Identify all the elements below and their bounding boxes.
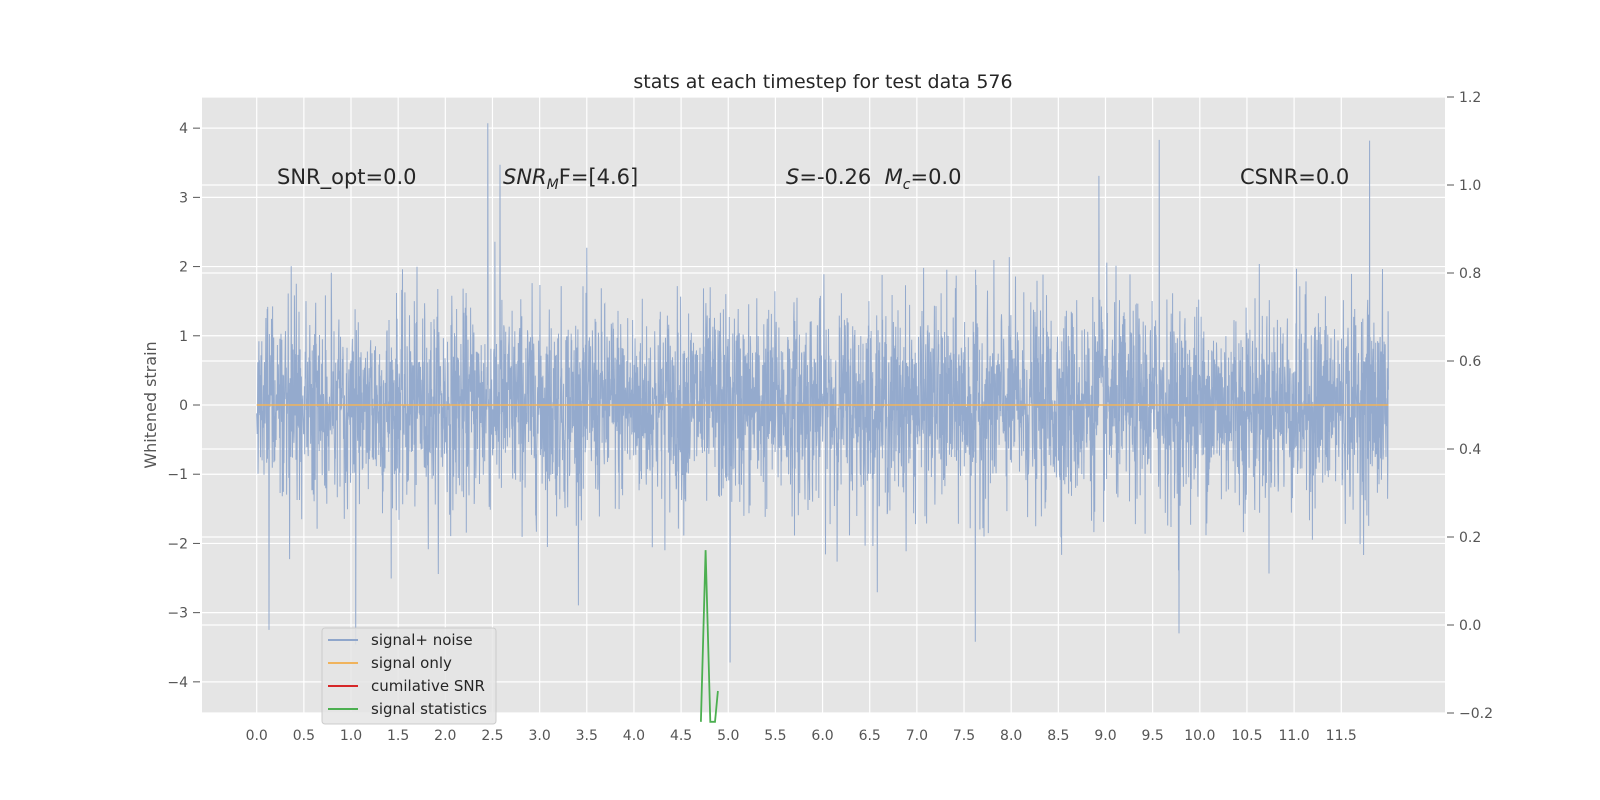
- y-tick-label: 4: [179, 121, 188, 137]
- y-tick-label: −2: [167, 536, 188, 552]
- x-tick-label: 4.5: [670, 728, 692, 744]
- y-tick-label: 3: [179, 190, 188, 206]
- y-tick-label: −1: [167, 467, 188, 483]
- legend-box: [321, 627, 497, 725]
- series-signal-statistics-line: [700, 550, 719, 723]
- y2-tick-label: 0.6: [1459, 354, 1481, 370]
- y-tick-label: 0: [179, 398, 188, 414]
- x-tick-label: 1.0: [340, 728, 362, 744]
- x-tick-label: 11.5: [1326, 728, 1357, 744]
- x-tick-label: 8.0: [1000, 728, 1022, 744]
- annotation-mc-rest: =0.0: [910, 165, 961, 189]
- x-tick-label: 5.0: [717, 728, 739, 744]
- x-tick-label: 0.5: [293, 728, 315, 744]
- annotation-s-mc: S=-0.26 Mc=0.0: [786, 165, 961, 193]
- y2-axis-ticks: 1.2 1.0 0.8 0.6 0.4 0.2 0.0 −0.2: [1447, 90, 1493, 722]
- x-tick-label: 0.0: [246, 728, 268, 744]
- y-tick-label: −4: [167, 675, 188, 691]
- x-tick-label: 11.0: [1279, 728, 1310, 744]
- x-tick-label: 4.0: [623, 728, 645, 744]
- x-tick-label: 3.0: [528, 728, 550, 744]
- series-layer: [256, 404, 1389, 723]
- y-tick-label: 1: [179, 329, 188, 345]
- x-tick-label: 7.5: [953, 728, 975, 744]
- y-axis-ticks: 4 3 2 1 0 −1 −2 −3 −4: [167, 121, 200, 691]
- x-tick-label: 10.0: [1184, 728, 1215, 744]
- x-tick-label: 6.0: [811, 728, 833, 744]
- x-tick-label: 2.0: [434, 728, 456, 744]
- y2-tick-label: −0.2: [1459, 706, 1493, 722]
- y-tick-label: 2: [179, 260, 188, 276]
- annotation-s-main: S: [786, 165, 799, 189]
- y2-tick-label: 1.0: [1459, 178, 1481, 194]
- x-tick-label: 9.5: [1142, 728, 1164, 744]
- y2-tick-label: 0.8: [1459, 266, 1481, 282]
- y2-tick-label: 0.2: [1459, 530, 1481, 546]
- noise-series: [256, 123, 1389, 663]
- annotation-snr-mf-rest: F=[4.6]: [559, 165, 638, 189]
- legend-label-signal-noise: signal+ noise: [371, 631, 473, 649]
- series-signal-noise-line: [256, 123, 1389, 663]
- x-tick-label: 6.5: [859, 728, 881, 744]
- legend-label-cumulative-snr: cumilative SNR: [371, 677, 485, 695]
- annotation-snr-mf: SNRMF=[4.6]: [503, 165, 638, 193]
- y2-tick-label: 0.4: [1459, 442, 1481, 458]
- legend-label-signal-only: signal only: [371, 654, 452, 672]
- legend-label-signal-statistics: signal statistics: [371, 700, 487, 718]
- y2-tick-label: 1.2: [1459, 90, 1481, 106]
- annotation-csnr: CSNR=0.0: [1240, 165, 1349, 189]
- legend: signal+ noise signal only cumilative SNR…: [321, 627, 497, 725]
- chart-title: stats at each timestep for test data 576: [633, 71, 1012, 93]
- annotation-s-rest: =-0.26: [799, 165, 884, 189]
- x-tick-label: 8.5: [1047, 728, 1069, 744]
- y-axis-label: Whitened strain: [141, 341, 160, 468]
- y2-tick-label: 0.0: [1459, 618, 1481, 634]
- x-tick-label: 2.5: [481, 728, 503, 744]
- y-tick-label: −3: [167, 606, 188, 622]
- x-tick-label: 3.5: [576, 728, 598, 744]
- x-tick-label: 10.5: [1231, 728, 1262, 744]
- x-axis-ticks: 0.0 0.5 1.0 1.5 2.0 2.5 3.0 3.5 4.0 4.5 5.0 5.5 6.0 6…: [246, 728, 1357, 744]
- x-tick-label: 1.5: [387, 728, 409, 744]
- annotation-mc-sub: c: [903, 177, 911, 193]
- annotation-snr-mf-sub: M: [547, 177, 559, 193]
- x-tick-label: 7.0: [906, 728, 928, 744]
- annotation-snr-mf-main: SNR: [503, 165, 547, 189]
- x-tick-label: 5.5: [764, 728, 786, 744]
- annotation-mc-main: M: [885, 165, 903, 189]
- x-tick-label: 9.0: [1094, 728, 1116, 744]
- annotation-snr-opt: SNR_opt=0.0: [277, 165, 417, 190]
